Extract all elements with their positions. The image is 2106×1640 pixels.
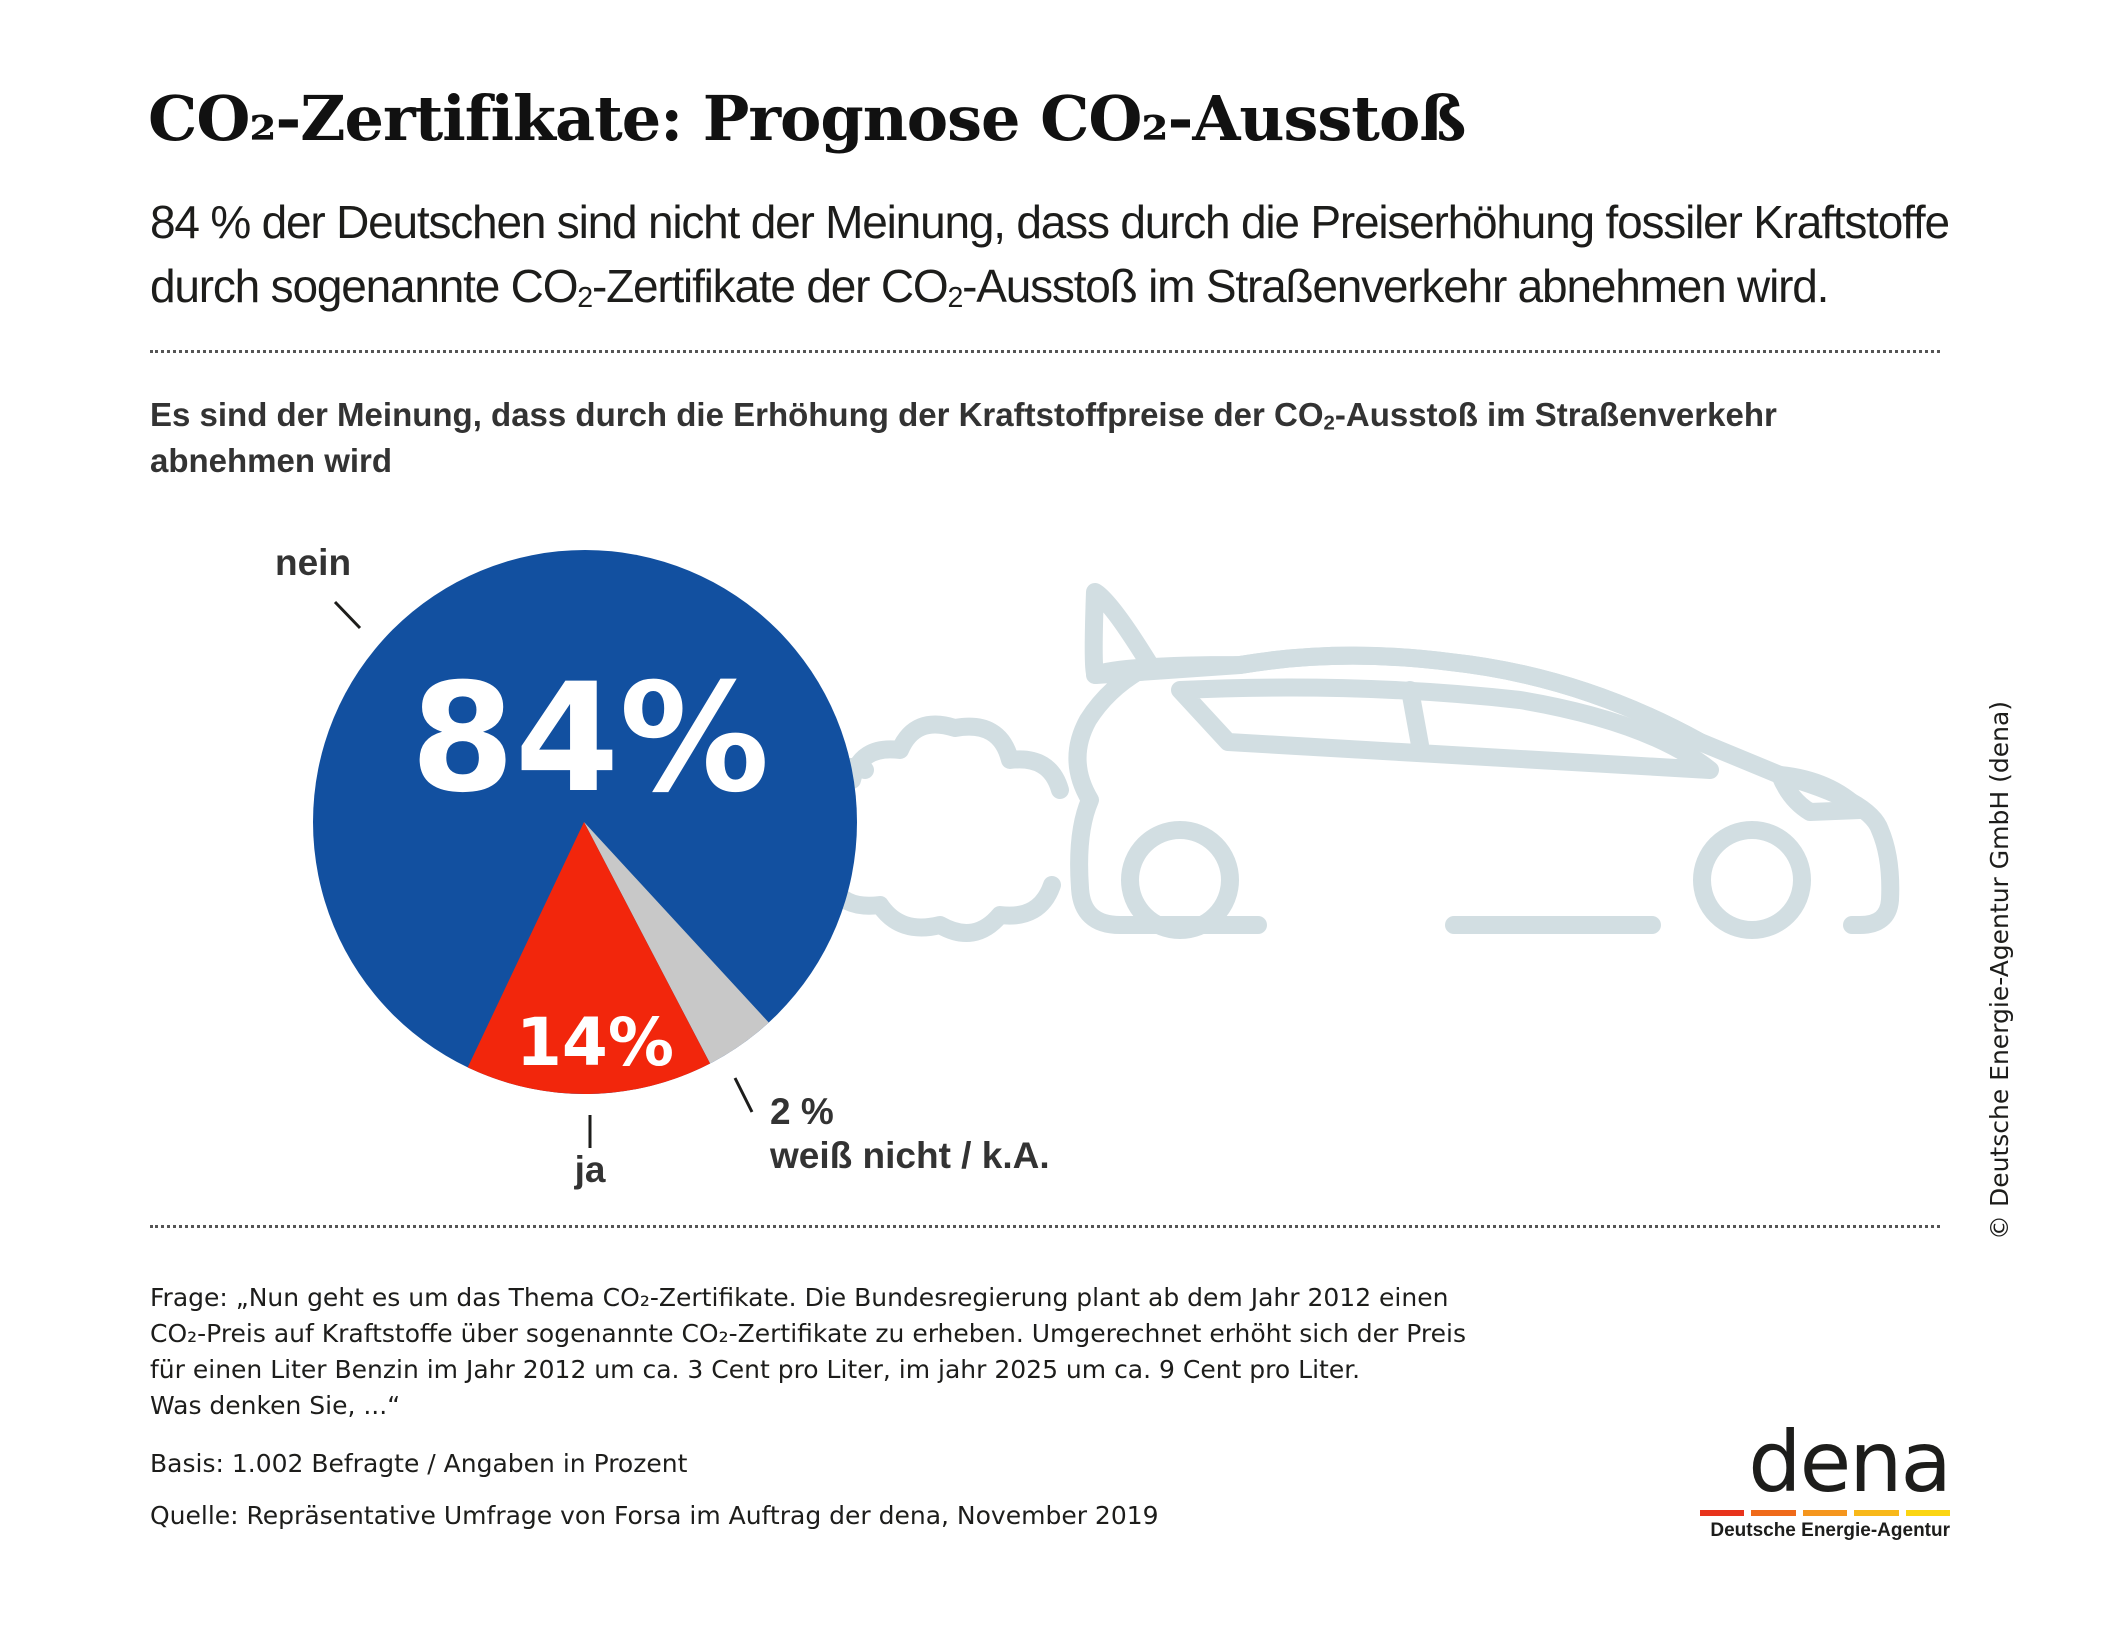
car-icon [806, 583, 1900, 942]
subtitle: 84 % der Deutschen sind nicht der Meinun… [150, 190, 1970, 318]
footnote-question-line: CO₂-Preis auf Kraftstoffe über sogenannt… [150, 1319, 1466, 1348]
footnote-question-line: für einen Liter Benzin im Jahr 2012 um c… [150, 1355, 1361, 1384]
footnote-source: Quelle: Repräsentative Umfrage von Forsa… [150, 1501, 1159, 1530]
pie-slice-ja [467, 822, 711, 1095]
leader-line-wn [733, 1077, 754, 1113]
subtitle-subscript-2: 2 [947, 282, 963, 315]
question-part-1: Es sind der Meinung, dass durch die Erhö… [150, 396, 1324, 433]
logo-bar [1751, 1510, 1796, 1516]
subtitle-subscript-1: 2 [577, 282, 593, 315]
footnote-question-line: Was denken Sie, ...“ [150, 1391, 401, 1420]
car-window-outline [1171, 678, 1719, 779]
logo-bar [1905, 1510, 1951, 1516]
copyright-vertical: © Deutsche Energie-Agentur GmbH (dena) [1985, 700, 2014, 1240]
subtitle-part-2: -Zertifikate der CO [591, 260, 949, 312]
pie-slice-wn [584, 822, 769, 1064]
footer: Frage: „Nun geht es um das Thema CO₂-Zer… [150, 1280, 1600, 1534]
subtitle-part-1: 84 % der Deutschen sind nicht der Meinun… [150, 196, 1950, 312]
divider-bottom [150, 1225, 1940, 1228]
logo-bar [1700, 1510, 1745, 1516]
page-title: CO₂-Zertifikate: Prognose CO₂-Ausstoß [148, 82, 1466, 155]
question-subscript: 2 [1323, 411, 1335, 435]
dena-logo: dena Deutsche Energie-Agentur [1700, 1413, 1952, 1541]
logo-subtitle: Deutsche Energie-Agentur [1710, 1520, 1950, 1541]
car-roof-outline [1086, 646, 1709, 751]
pie-labels: 84% 14% nein ja 2 %weiß nicht / k.A. [275, 542, 1050, 1190]
pie-value-wn: 2 % [770, 1091, 834, 1132]
footnote-basis: Basis: 1.002 Befragte / Angaben in Proze… [150, 1449, 688, 1478]
pie-slice-nein [313, 550, 857, 1094]
car-rear-wheel [1121, 821, 1239, 939]
pie-label-nein: nein [275, 542, 351, 583]
car-front-wheel [1693, 821, 1811, 939]
leader-line-nein [333, 600, 362, 630]
divider-top [150, 350, 1940, 353]
logo-bar [1802, 1510, 1848, 1516]
subtitle-part-3: -Ausstoß im Straßenverkehr abnehmen wird… [962, 260, 1829, 312]
pie-value-ja: 14% [516, 1004, 674, 1081]
car-door-line [1401, 681, 1429, 754]
question-part-2: -Ausstoß im Straßenverkehr abnehmen wird [150, 396, 1777, 479]
logo-color-bars [1700, 1510, 1951, 1516]
pie-label-ja: ja [574, 1149, 606, 1190]
footnote-question-line: Frage: „Nun geht es um das Thema CO₂-Zer… [150, 1283, 1449, 1312]
pie-value-nein: 84% [410, 652, 769, 826]
car-headlight [1771, 766, 1869, 821]
chart-question: Es sind der Meinung, dass durch die Erhö… [150, 392, 1940, 484]
logo-wordmark: dena [1748, 1413, 1952, 1511]
footnote-question: Frage: „Nun geht es um das Thema CO₂-Zer… [150, 1280, 1600, 1424]
pie-chart [313, 550, 857, 1095]
pie-label-wn: weiß nicht / k.A. [769, 1135, 1050, 1176]
logo-bar [1854, 1510, 1899, 1516]
